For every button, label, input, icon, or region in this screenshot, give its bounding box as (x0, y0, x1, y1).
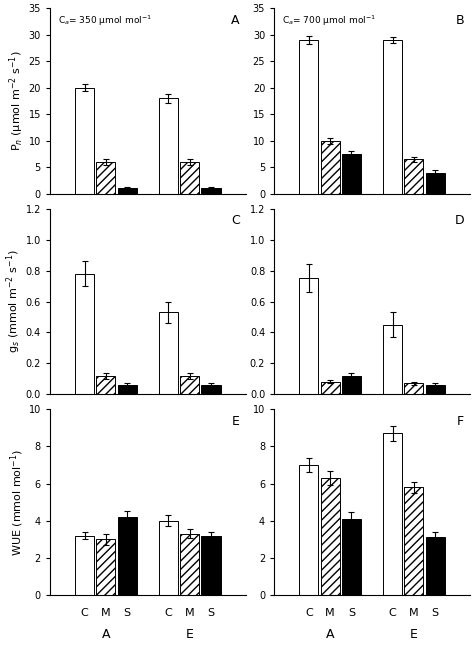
Bar (404, 383, 423, 395)
Bar (118, 517, 137, 595)
Text: C: C (389, 608, 397, 618)
Text: S: S (432, 608, 439, 618)
Bar (299, 40, 319, 194)
Text: C$_a$= 350 μmol mol$^{-1}$: C$_a$= 350 μmol mol$^{-1}$ (58, 14, 152, 28)
Text: A: A (231, 14, 240, 26)
Text: C: C (164, 608, 173, 618)
Bar (201, 188, 220, 194)
Y-axis label: WUE (mmol mol$^{-1}$): WUE (mmol mol$^{-1}$) (8, 449, 26, 556)
Bar (426, 173, 445, 194)
Text: E: E (232, 415, 240, 428)
Bar (383, 40, 402, 194)
Text: M: M (185, 608, 194, 618)
Text: S: S (348, 608, 355, 618)
Bar (159, 313, 178, 395)
Text: M: M (101, 608, 110, 618)
Bar (404, 159, 423, 194)
Text: C: C (81, 608, 89, 618)
Bar (159, 521, 178, 595)
Bar (342, 375, 361, 395)
Bar (383, 325, 402, 395)
Bar (118, 188, 137, 194)
Text: E: E (410, 629, 418, 641)
Bar (320, 478, 340, 595)
Bar (75, 274, 94, 395)
Bar (342, 154, 361, 194)
Text: F: F (457, 415, 464, 428)
Bar (75, 535, 94, 595)
Bar (201, 385, 220, 395)
Bar (180, 162, 199, 194)
Bar (320, 141, 340, 194)
Text: C$_a$= 700 μmol mol$^{-1}$: C$_a$= 700 μmol mol$^{-1}$ (282, 14, 376, 28)
Bar (96, 539, 115, 595)
Bar (96, 162, 115, 194)
Text: S: S (124, 608, 131, 618)
Text: C: C (305, 608, 313, 618)
Bar (299, 278, 319, 395)
Text: M: M (409, 608, 419, 618)
Text: A: A (326, 629, 334, 641)
Y-axis label: P$_n$ (μmol m$^{-2}$ s$^{-1}$): P$_n$ (μmol m$^{-2}$ s$^{-1}$) (7, 51, 26, 151)
Bar (118, 385, 137, 395)
Bar (404, 487, 423, 595)
Text: E: E (186, 629, 194, 641)
Bar (299, 465, 319, 595)
Bar (383, 434, 402, 595)
Text: C: C (231, 214, 240, 227)
Text: S: S (208, 608, 215, 618)
Bar (159, 98, 178, 194)
Bar (426, 385, 445, 395)
Bar (342, 519, 361, 595)
Bar (180, 533, 199, 595)
Text: M: M (325, 608, 335, 618)
Bar (201, 535, 220, 595)
Text: A: A (101, 629, 110, 641)
Bar (426, 537, 445, 595)
Text: D: D (455, 214, 464, 227)
Y-axis label: g$_s$ (mmol m$^{-2}$ s$^{-1}$): g$_s$ (mmol m$^{-2}$ s$^{-1}$) (4, 250, 23, 354)
Text: B: B (456, 14, 464, 26)
Bar (180, 375, 199, 395)
Bar (96, 375, 115, 395)
Bar (75, 88, 94, 194)
Bar (320, 382, 340, 395)
